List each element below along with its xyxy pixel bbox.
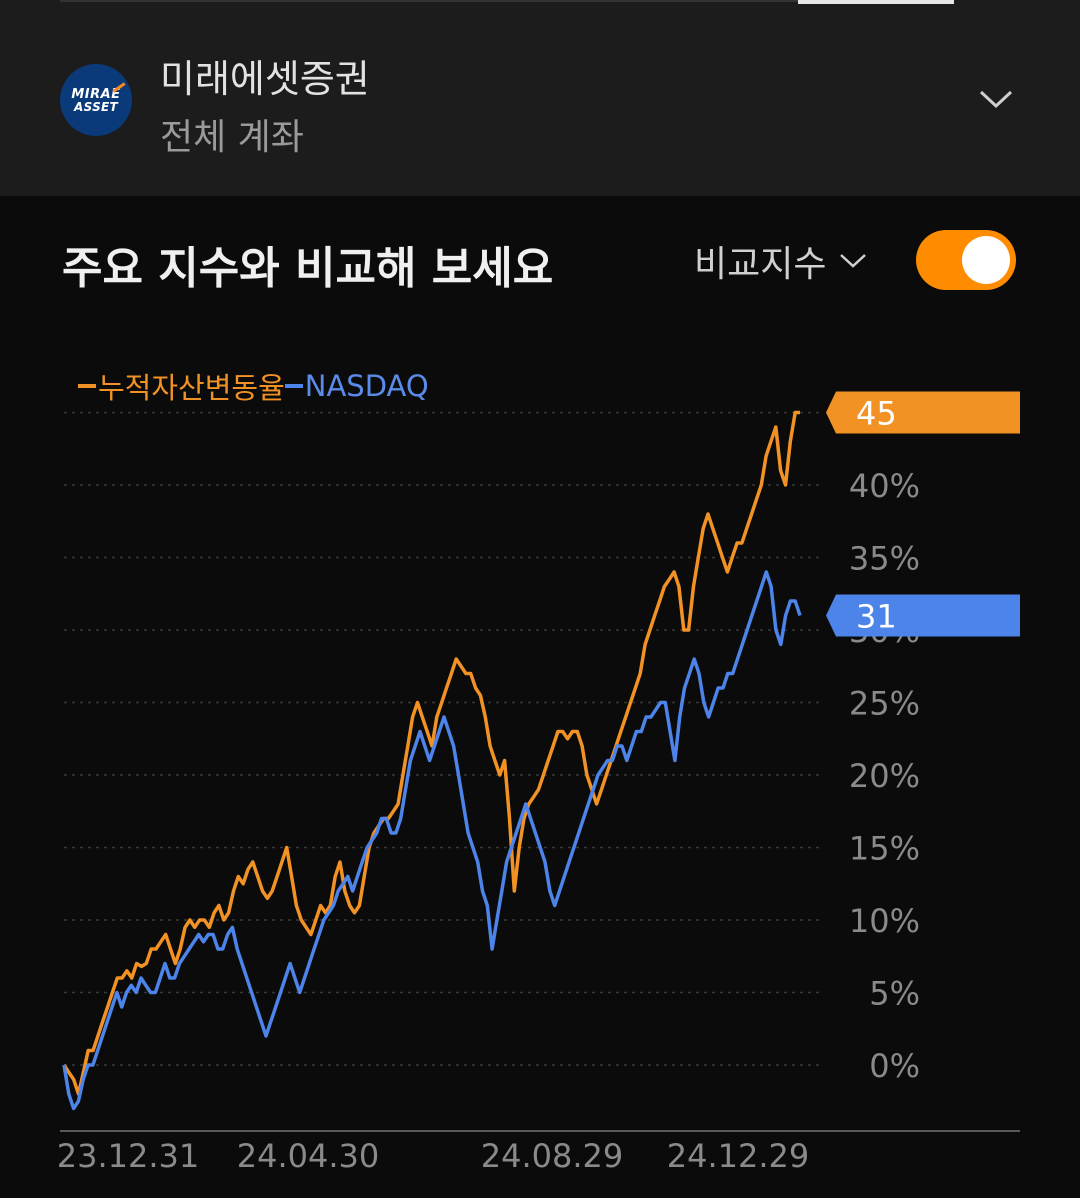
compare-index-dropdown[interactable]: 비교지수 (694, 238, 868, 285)
y-tick-label: 5% (869, 975, 920, 1013)
end-value-label-portfolio: 45 (856, 395, 897, 433)
legend-label-portfolio: 누적자산변동율 (98, 371, 285, 405)
logo-text-line1: MIRAE (71, 86, 121, 102)
comparison-line-chart: 0%5%10%15%20%25%30%35%40%23.12.3124.04.3… (57, 391, 1020, 1175)
broker-name: 미래에셋증권 (160, 57, 370, 101)
y-tick-label: 0% (869, 1047, 920, 1085)
y-tick-label: 40% (849, 467, 920, 505)
x-tick-label: 23.12.31 (57, 1137, 200, 1175)
section-title: 주요 지수와 비교해 보세요 (62, 243, 554, 294)
series-line-nasdaq (62, 570, 802, 1111)
end-value-tag-nasdaq (826, 594, 1020, 637)
chevron-down-icon[interactable] (978, 84, 1014, 114)
x-tick-label: 24.08.29 (481, 1137, 624, 1175)
y-tick-label: 35% (849, 540, 920, 578)
toggle-knob (962, 236, 1010, 284)
legend-swatch-nasdaq (284, 384, 303, 388)
broker-logo: MIRAE ASSET (60, 64, 132, 136)
chevron-down-icon (840, 254, 867, 268)
series-line-portfolio (62, 410, 800, 1096)
account-type: 전체 계좌 (160, 117, 304, 158)
x-tick-label: 24.12.29 (667, 1137, 810, 1175)
y-tick-label: 10% (849, 902, 920, 940)
y-tick-label: 20% (849, 757, 920, 795)
end-value-tag-portfolio (826, 391, 1020, 434)
tab-indicator-track (60, 0, 798, 2)
account-selector[interactable]: MIRAE ASSET 미래에셋증권 전체 계좌 (0, 0, 1080, 196)
legend-item-nasdaq: NASDAQ (284, 369, 429, 403)
legend-item-portfolio: 누적자산변동율 (78, 365, 285, 407)
compare-index-label: 비교지수 (694, 244, 827, 285)
end-value-label-nasdaq: 31 (856, 598, 897, 636)
x-tick-label: 24.04.30 (237, 1137, 380, 1175)
legend-swatch-portfolio (78, 384, 96, 388)
y-tick-label: 15% (849, 830, 920, 868)
compare-toggle[interactable] (916, 230, 1016, 290)
logo-text-line2: ASSET (73, 99, 119, 114)
chart-legend: 누적자산변동율 NASDAQ (78, 365, 429, 407)
y-tick-label: 25% (849, 685, 920, 723)
legend-label-nasdaq: NASDAQ (304, 369, 429, 403)
tab-indicator-active (798, 0, 954, 4)
